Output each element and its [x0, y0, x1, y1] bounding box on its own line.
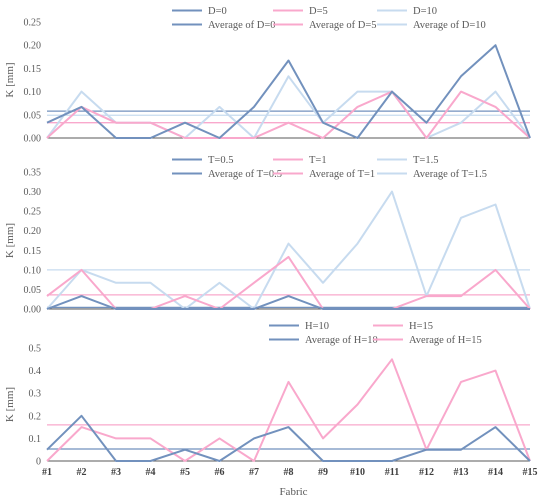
x-tick-label: #5	[180, 467, 190, 478]
y-tick-label: 0.35	[24, 168, 42, 179]
legend-label: T=1.5	[413, 155, 438, 166]
legend-label: Average of T=1	[309, 169, 375, 180]
x-tick-label: #9	[318, 467, 328, 478]
x-tick-label: #8	[284, 467, 294, 478]
y-tick-label: 0.30	[24, 187, 42, 198]
legend-label: Average of H=10	[305, 335, 378, 346]
x-tick-label: #3	[111, 467, 121, 478]
legend-label: Average of H=15	[409, 335, 482, 346]
x-axis-label: Fabric	[279, 486, 307, 498]
x-tick-label: #15	[523, 467, 538, 478]
legend-label: Average of D=10	[413, 20, 486, 31]
y-tick-label: 0.15	[24, 64, 42, 75]
x-tick-label: #1	[42, 467, 52, 478]
y-tick-label: 0.25	[24, 18, 42, 29]
legend-label: D=10	[413, 6, 437, 17]
chart-panel-3: 0 0.1 0.2 0.3 0.4 0.5 K [mm] #1 #2 #3 #4 #5 #6 #7 #8 #9…	[4, 321, 538, 498]
legend-label: T=0.5	[208, 155, 233, 166]
series-line	[46, 90, 531, 139]
legend-label: D=5	[309, 6, 328, 17]
y-tick-label: 0.25	[24, 207, 42, 218]
y-tick-label: 0.05	[24, 110, 42, 121]
x-tick-label: #7	[249, 467, 259, 478]
legend-label: Average of D=0	[208, 20, 276, 31]
y-tick-label: 0.3	[29, 389, 42, 400]
series-line	[46, 414, 531, 462]
y-axis-label: K [mm]	[4, 62, 16, 97]
y-tick-label: 0.00	[24, 305, 42, 316]
x-tick-label: #6	[215, 467, 225, 478]
series-line	[46, 44, 531, 139]
y-tick-label: 0.00	[24, 134, 42, 145]
y-tick-label: 0.10	[24, 265, 42, 276]
chart-panel-1: 0.00 0.05 0.10 0.15 0.20 0.25 K [mm] D=0 D=5 D=10…	[4, 6, 531, 145]
y-tick-label: 0.20	[24, 226, 42, 237]
series-line	[46, 358, 531, 462]
y-tick-label: 0.10	[24, 87, 42, 98]
x-tick-label: #11	[385, 467, 399, 478]
y-tick-label: 0.1	[29, 434, 42, 445]
legend-label: Average of T=1.5	[413, 169, 487, 180]
series-line	[46, 75, 531, 139]
legend-label: D=0	[208, 6, 227, 17]
y-tick-label: 0	[36, 457, 41, 468]
legend-label: Average of T=0.5	[208, 169, 282, 180]
x-tick-label: #12	[419, 467, 434, 478]
x-tick-label: #4	[146, 467, 156, 478]
legend-label: Average of D=5	[309, 20, 377, 31]
legend-label: T=1	[309, 155, 327, 166]
chart-panel-2: 0.00 0.05 0.10 0.15 0.20 0.25 0.30 0.35 K [mm] T=…	[4, 155, 531, 316]
y-tick-label: 0.2	[29, 411, 42, 422]
y-tick-label: 0.15	[24, 246, 42, 257]
series-line	[46, 295, 530, 310]
x-tick-label: #13	[454, 467, 469, 478]
y-axis-label: K [mm]	[4, 387, 16, 422]
x-tick-label: #2	[77, 467, 87, 478]
y-tick-label: 0.20	[24, 41, 42, 52]
legend-label: H=10	[305, 321, 329, 332]
x-tick-label: #10	[350, 467, 365, 478]
y-tick-label: 0.05	[24, 285, 42, 296]
legend-label: H=15	[409, 321, 433, 332]
x-tick-label: #14	[488, 467, 503, 478]
y-axis-label: K [mm]	[4, 223, 16, 258]
y-tick-label: 0.5	[29, 344, 42, 355]
y-tick-label: 0.4	[29, 366, 42, 377]
series-line	[46, 190, 531, 310]
